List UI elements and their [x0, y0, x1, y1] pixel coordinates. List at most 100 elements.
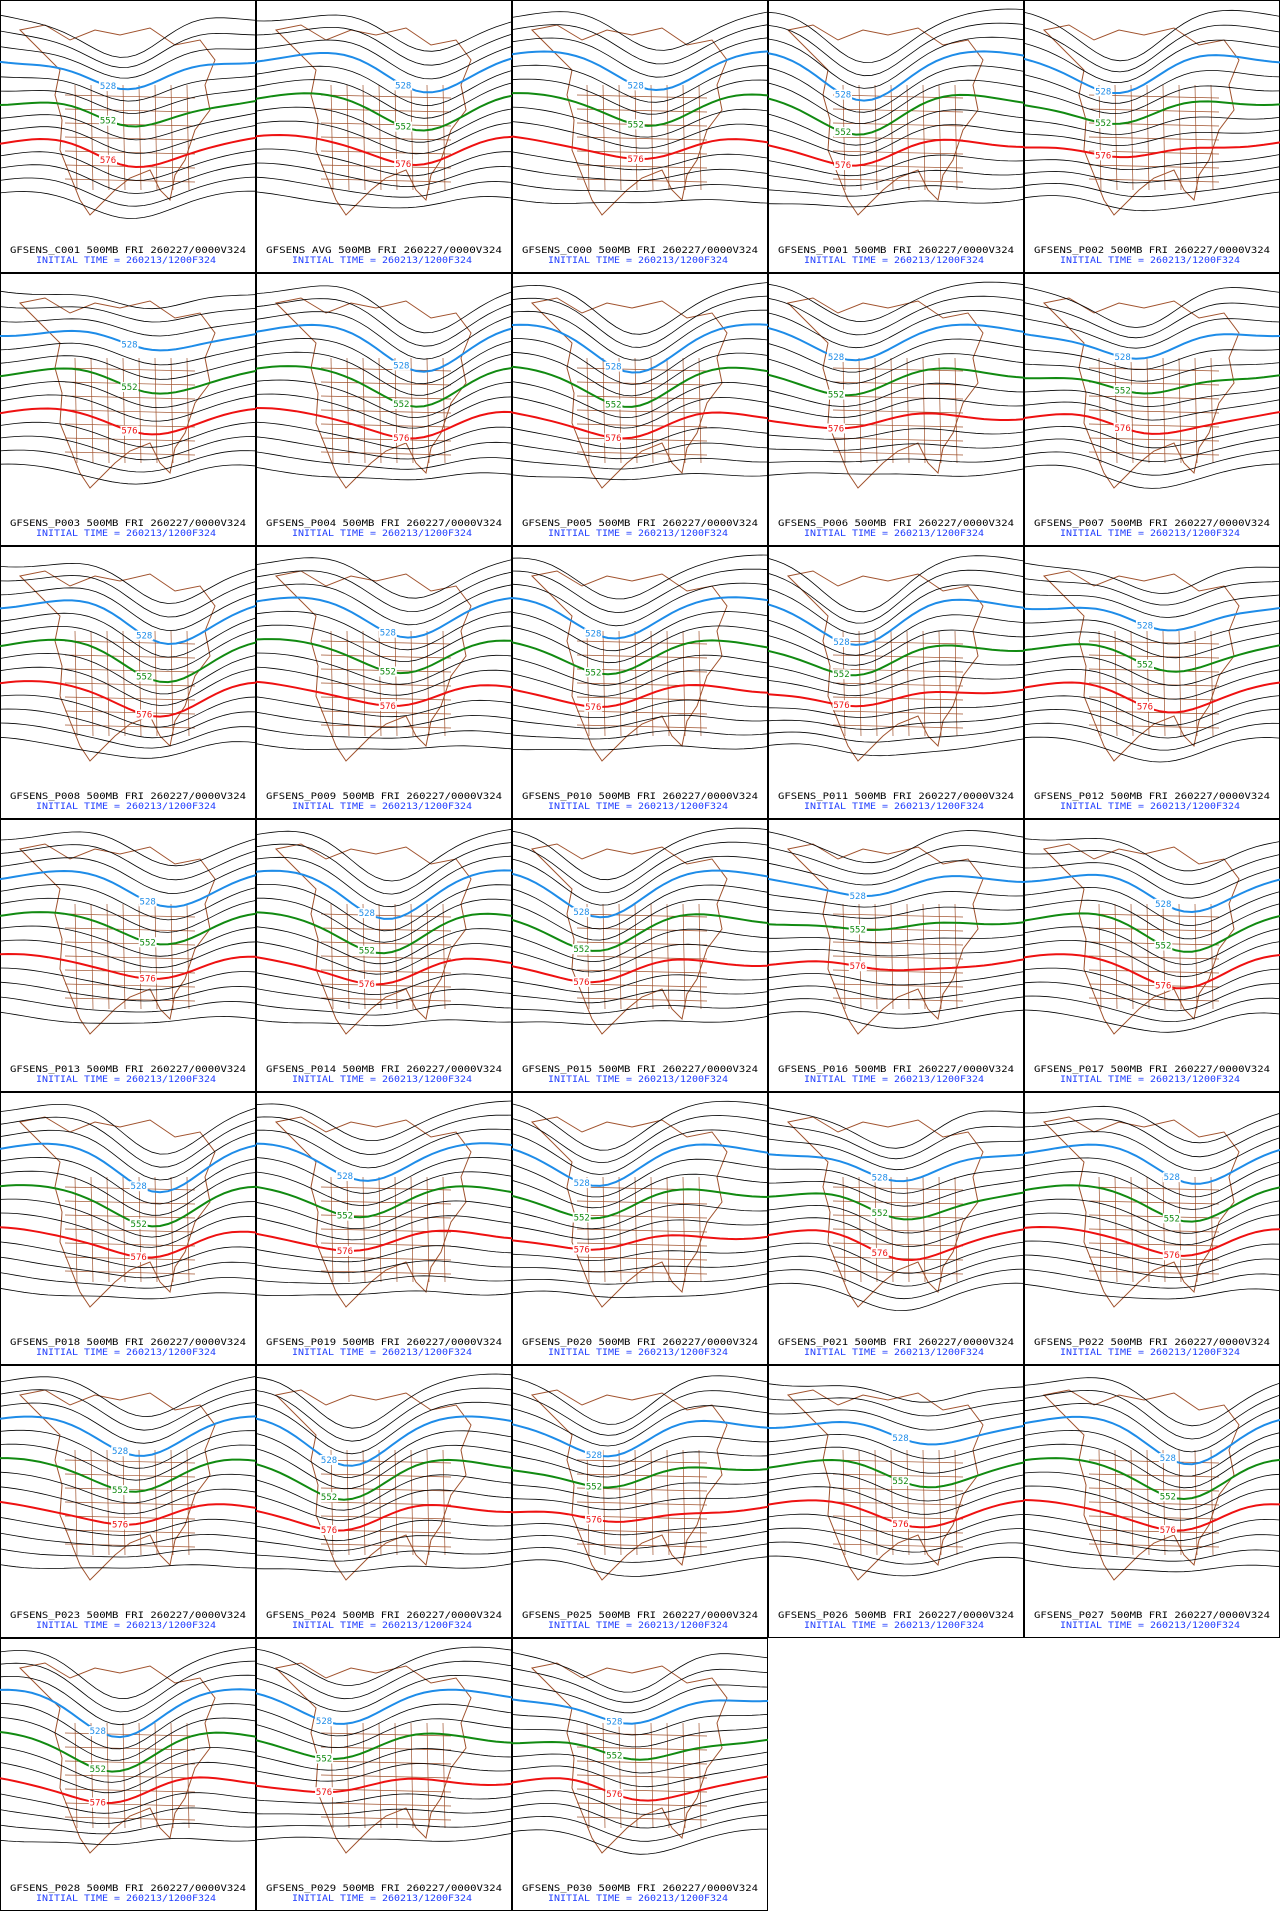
panel-init-time: INITIAL TIME = 260213/1200F324 [804, 529, 984, 539]
state-border [154, 357, 158, 464]
contour [0, 381, 256, 409]
map-panel: 528 552 576 GFSENS_P014 500MB FRI 260227/00… [256, 819, 512, 1092]
contour-label-bg [832, 700, 851, 711]
state-border [698, 84, 702, 191]
map-panel: 528 552 576 GFSENS_P009 500MB FRI 260227/00… [256, 546, 512, 819]
contour-label-bg [834, 89, 853, 100]
panel-init-time: INITIAL TIME = 260213/1200F324 [1060, 256, 1240, 266]
contour [256, 1674, 512, 1713]
contour [512, 1273, 768, 1285]
state-border [666, 1176, 670, 1283]
panel-border [768, 273, 1024, 546]
contour [1024, 1499, 1280, 1532]
contour [768, 1486, 1024, 1515]
contour-label-bg [891, 1475, 910, 1486]
contour [0, 694, 256, 728]
contour [512, 1285, 768, 1298]
contour [512, 1814, 768, 1842]
panel-init-time: INITIAL TIME = 260213/1200F324 [1060, 802, 1240, 812]
state-border [64, 136, 196, 141]
state-border [832, 367, 964, 372]
contour [256, 727, 512, 739]
contour [0, 163, 256, 194]
contour [512, 928, 768, 963]
contour-label: 552 [606, 1752, 622, 1762]
contour [256, 351, 512, 396]
state-border [320, 1760, 452, 1765]
panel-title: GFSENS_P030 500MB FRI 260227/0000V324 [522, 1884, 758, 1894]
panel-title: GFSENS_P028 500MB FRI 260227/0000V324 [10, 1884, 246, 1894]
state-border [666, 903, 670, 1010]
contour [768, 946, 1024, 957]
contour [256, 911, 512, 955]
panel-title: GFSENS_P017 500MB FRI 260227/0000V324 [1034, 1065, 1270, 1075]
state-border [330, 903, 334, 1010]
state-border [938, 630, 942, 737]
panel-init-time: INITIAL TIME = 260213/1200F324 [36, 1348, 216, 1358]
state-border [874, 1176, 878, 1283]
map-panel: 528 552 576 GFSENS_P004 500MB FRI 260227/00… [256, 273, 512, 546]
state-border [1130, 903, 1134, 1010]
contour-label-bg [584, 667, 603, 678]
contour [768, 738, 1024, 757]
contour [512, 1219, 768, 1240]
contour [512, 1788, 768, 1815]
panel-init-time: INITIAL TIME = 260213/1200F324 [36, 802, 216, 812]
contour-label-bg [357, 945, 376, 956]
state-border [1146, 630, 1150, 737]
contour-label-bg [111, 1485, 130, 1496]
contour [1024, 141, 1280, 159]
contour [512, 1543, 768, 1563]
contour-label: 528 [585, 629, 601, 639]
state-border [576, 1270, 708, 1275]
contour [512, 989, 768, 1004]
contour-label-bg [834, 127, 853, 138]
panel-init-time: INITIAL TIME = 260213/1200F324 [804, 802, 984, 812]
state-border [832, 955, 964, 960]
contour [768, 198, 1024, 208]
contour [1024, 348, 1280, 371]
state-border [320, 1816, 452, 1821]
contour [1024, 362, 1280, 382]
map-panel: 528 552 576 GFSENS_P008 500MB FRI 260227/00… [0, 546, 256, 819]
panel-border [512, 819, 768, 1092]
panel-border [1024, 819, 1280, 1092]
contour [256, 1777, 512, 1794]
state-border [1088, 654, 1220, 659]
contour-label: 576 [1115, 424, 1131, 434]
contour-label-bg [626, 80, 645, 91]
contour [256, 1171, 512, 1206]
state-border [442, 1722, 446, 1829]
contour [1024, 1513, 1280, 1542]
state-border [1088, 955, 1220, 960]
contour [256, 191, 512, 209]
caption-bg [257, 1875, 511, 1905]
contour [768, 1153, 1024, 1183]
state-border [1178, 630, 1182, 737]
contour [768, 584, 1024, 635]
panel-title: GFSENS_P027 500MB FRI 260227/0000V324 [1034, 1611, 1270, 1621]
contour [768, 1138, 1024, 1171]
state-border [922, 84, 926, 191]
state-border [64, 1788, 196, 1793]
contour [0, 626, 256, 671]
contour [768, 443, 1024, 451]
state-border [576, 1200, 708, 1205]
panel-title: GFSENS_P011 500MB FRI 260227/0000V324 [778, 792, 1014, 802]
contour [768, 93, 1024, 136]
state-border [576, 983, 708, 988]
state-border [938, 84, 942, 191]
contour-label: 576 [828, 424, 844, 434]
contour [256, 884, 512, 932]
contour [512, 1556, 768, 1577]
contour [512, 365, 768, 408]
state-border [64, 654, 196, 659]
state-border [842, 903, 846, 1010]
contour [256, 14, 512, 52]
state-border [576, 1816, 708, 1821]
contour [512, 198, 768, 204]
contour [256, 65, 512, 106]
state-border [922, 1449, 926, 1556]
caption-bg [513, 783, 767, 813]
panel-title: GFSENS_P007 500MB FRI 260227/0000V324 [1034, 519, 1270, 529]
